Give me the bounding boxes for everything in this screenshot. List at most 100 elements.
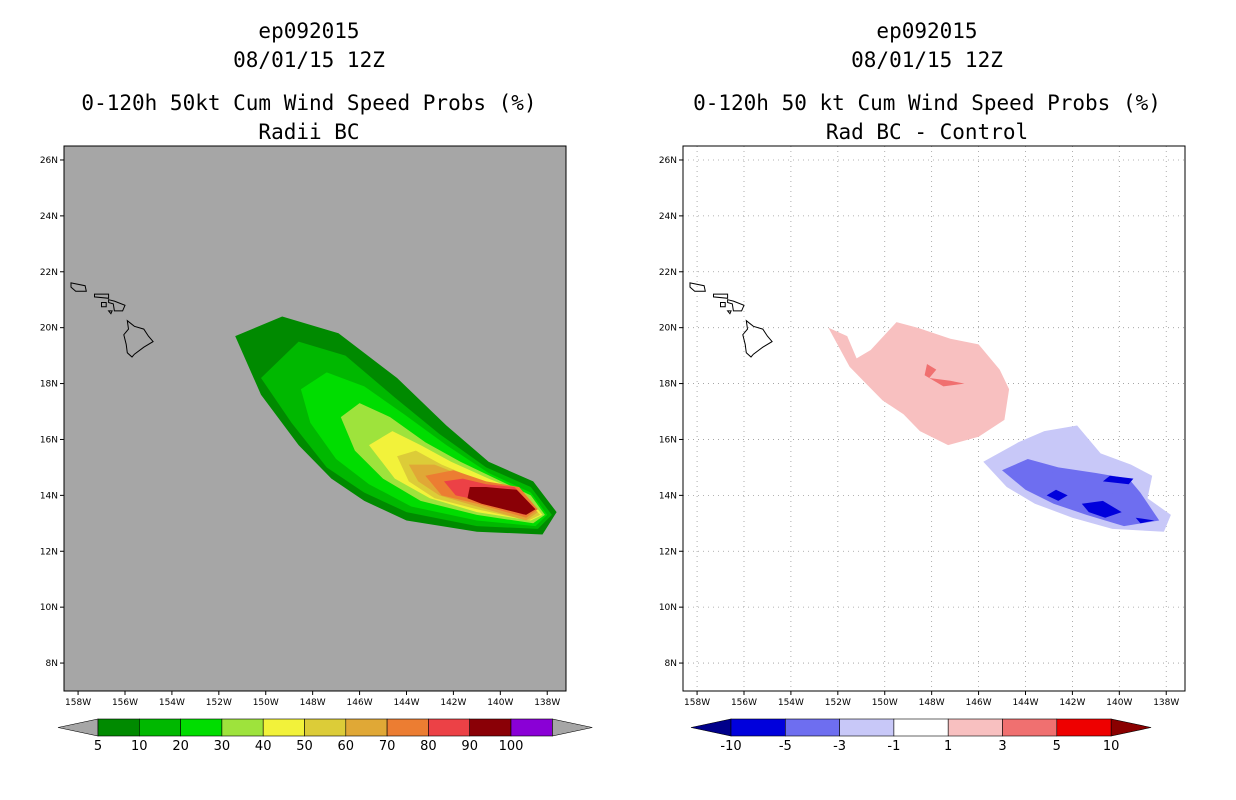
left-panel: ep092015 08/01/15 12Z 0-120h 50kt Cum Wi… bbox=[40, 19, 593, 754]
right-plot-frame bbox=[682, 145, 1186, 692]
coastline-maui bbox=[727, 299, 745, 312]
x-tick-label: 150W bbox=[253, 698, 279, 708]
x-tick-label: 148W bbox=[919, 698, 945, 708]
x-tick-label: 138W bbox=[534, 698, 560, 708]
contour-region--10-7 bbox=[1081, 500, 1122, 518]
y-tick-label: 26N bbox=[40, 156, 58, 166]
y-tick-label: 10N bbox=[40, 603, 58, 613]
x-tick-label: 154W bbox=[778, 698, 804, 708]
colorbar-segment bbox=[180, 718, 223, 737]
colorbar-label: 5 bbox=[94, 739, 102, 754]
y-tick-label: 8N bbox=[46, 659, 58, 669]
y-tick-label: 24N bbox=[40, 212, 58, 222]
colorbar-label: 70 bbox=[379, 739, 396, 754]
colorbar-segment bbox=[221, 718, 264, 737]
right-title-line-3: 0-120h 50 kt Cum Wind Speed Probs (%) bbox=[693, 91, 1161, 115]
colorbar-segment bbox=[304, 718, 347, 737]
x-tick-label: 142W bbox=[440, 698, 466, 708]
coastline-big-island bbox=[123, 319, 154, 358]
colorbar-label: -10 bbox=[720, 739, 741, 754]
x-tick-label: 156W bbox=[112, 698, 138, 708]
y-tick-label: 14N bbox=[40, 491, 58, 501]
x-tick-label: 140W bbox=[487, 698, 513, 708]
x-tick-label: 154W bbox=[159, 698, 185, 708]
colorbar-segment bbox=[139, 718, 181, 737]
right-x-axis: 158W 156W 154W 152W 150W 148W 146W 144W 142W 140W… bbox=[684, 691, 1179, 708]
contour-region--10-5 bbox=[1046, 489, 1068, 501]
contour-region--10-8 bbox=[1135, 517, 1155, 524]
contour-region--5-4 bbox=[1016, 470, 1155, 524]
left-title-line-3: 0-120h 50kt Cum Wind Speed Probs (%) bbox=[81, 91, 536, 115]
colorbar-segment bbox=[262, 718, 305, 737]
right-panel: ep092015 08/01/15 12Z 0-120h 50 kt Cum W… bbox=[659, 19, 1186, 754]
x-tick-label: 144W bbox=[1012, 698, 1038, 708]
colorbar-segment bbox=[784, 718, 840, 737]
colorbar-label: 10 bbox=[131, 739, 148, 754]
y-tick-label: 14N bbox=[659, 491, 677, 501]
right-difference-contours bbox=[828, 322, 1171, 532]
colorbar-label: 100 bbox=[499, 739, 524, 754]
colorbar-label: -3 bbox=[833, 739, 846, 754]
x-tick-label: 146W bbox=[966, 698, 992, 708]
coastline-kahoolawe bbox=[107, 310, 113, 315]
coastline-oahu bbox=[689, 282, 706, 292]
y-tick-label: 18N bbox=[659, 380, 677, 390]
colorbar-segment bbox=[428, 718, 470, 737]
colorbar-segment bbox=[345, 718, 388, 737]
colorbar-segment bbox=[1056, 718, 1112, 737]
y-tick-label: 10N bbox=[659, 603, 677, 613]
x-tick-label: 158W bbox=[65, 698, 91, 708]
right-title-line-1: ep092015 bbox=[876, 19, 977, 43]
colorbar-label: 3 bbox=[998, 739, 1006, 754]
y-tick-label: 20N bbox=[40, 324, 58, 334]
coastline-lanai bbox=[101, 302, 107, 308]
right-title-line-4: Rad BC - Control bbox=[826, 120, 1028, 144]
left-plot-frame bbox=[63, 145, 567, 692]
contour-region-1-0 bbox=[828, 322, 1010, 446]
y-tick-label: 16N bbox=[659, 435, 677, 445]
x-tick-label: 148W bbox=[300, 698, 326, 708]
right-title-line-2: 08/01/15 12Z bbox=[851, 48, 1003, 72]
y-tick-label: 16N bbox=[40, 435, 58, 445]
y-tick-label: 8N bbox=[665, 659, 677, 669]
x-tick-label: 140W bbox=[1106, 698, 1132, 708]
y-tick-label: 24N bbox=[659, 212, 677, 222]
y-tick-label: 12N bbox=[40, 547, 58, 557]
colorbar-segment bbox=[947, 718, 1003, 737]
coastline-molokai bbox=[94, 293, 110, 299]
y-tick-label: 26N bbox=[659, 156, 677, 166]
colorbar-segment bbox=[386, 718, 429, 737]
colorbar-segment bbox=[97, 718, 140, 737]
left-colorbar: 5 10 20 30 40 50 60 70 80 90 100 bbox=[57, 718, 593, 754]
colorbar-label: 30 bbox=[214, 739, 231, 754]
colorbar-segment bbox=[469, 718, 512, 737]
right-colorbar: -10 -5 -3 -1 1 3 5 10 bbox=[690, 718, 1152, 754]
colorbar-label: 20 bbox=[172, 739, 189, 754]
colorbar-over-arrow bbox=[551, 718, 593, 737]
contour-region-90-9 bbox=[467, 487, 536, 515]
y-tick-label: 12N bbox=[659, 547, 677, 557]
colorbar-label: -5 bbox=[779, 739, 792, 754]
colorbar-under-arrow bbox=[57, 718, 99, 737]
x-tick-label: 158W bbox=[684, 698, 710, 708]
colorbar-segment bbox=[510, 718, 553, 737]
coastline-kahoolawe bbox=[726, 310, 732, 315]
contour-region--10-6 bbox=[1102, 475, 1134, 485]
colorbar-segment bbox=[730, 718, 786, 737]
colorbar-segment bbox=[1002, 718, 1058, 737]
colorbar-label: 5 bbox=[1053, 739, 1061, 754]
colorbar-segment bbox=[893, 718, 949, 737]
colorbar-segment bbox=[839, 718, 895, 737]
left-y-axis: 26N 24N 22N 20N 18N 16N 14N 12N 10N 8N bbox=[40, 156, 64, 669]
x-tick-label: 150W bbox=[872, 698, 898, 708]
coastline-molokai bbox=[713, 293, 729, 299]
left-title-line-4: Radii BC bbox=[258, 120, 359, 144]
coastline-big-island bbox=[742, 319, 773, 358]
colorbar-label: 60 bbox=[338, 739, 355, 754]
x-tick-label: 146W bbox=[347, 698, 373, 708]
colorbar-label: 80 bbox=[420, 739, 437, 754]
y-tick-label: 22N bbox=[659, 268, 677, 278]
colorbar-label: 10 bbox=[1103, 739, 1120, 754]
left-title-line-1: ep092015 bbox=[258, 19, 359, 43]
